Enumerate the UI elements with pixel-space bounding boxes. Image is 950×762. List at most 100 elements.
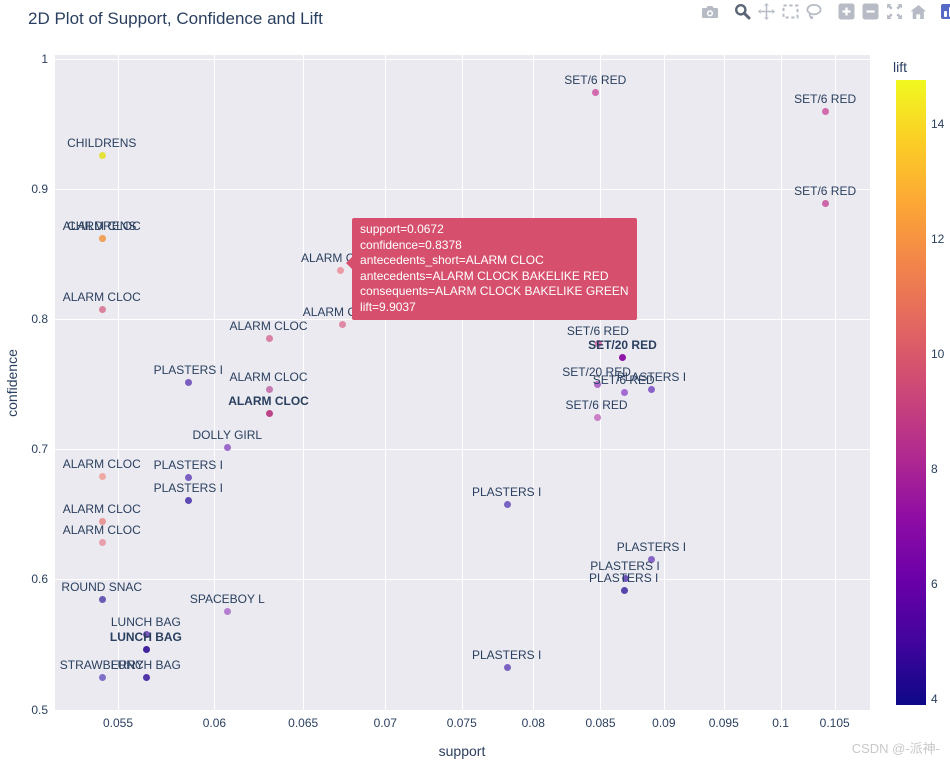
data-point[interactable]	[224, 443, 232, 451]
data-point[interactable]	[592, 88, 600, 96]
data-point[interactable]	[185, 378, 193, 386]
gridline-x	[118, 55, 120, 710]
data-point[interactable]	[185, 473, 193, 481]
tooltip-line: antecedents=ALARM CLOCK BAKELIKE RED	[360, 268, 609, 283]
data-point[interactable]	[503, 663, 511, 671]
magnifier-icon	[734, 4, 750, 20]
point-label: ALARM CLOC	[229, 318, 308, 333]
point-label: SET/6 RED	[794, 91, 857, 106]
point-label: PLASTERS I	[589, 570, 659, 585]
data-point[interactable]	[593, 413, 601, 421]
point-label: SET/6 RED	[566, 324, 629, 338]
gridline-x	[385, 55, 387, 710]
y-tick-label: 0.9	[31, 182, 48, 197]
data-point[interactable]	[98, 595, 106, 603]
data-point[interactable]	[98, 538, 106, 546]
colorbar-tick-label: 8	[931, 461, 938, 476]
point-label: ALARM CLOC	[62, 218, 141, 233]
tooltip-line: confidence=0.8378	[360, 237, 462, 252]
point-label: SET/6 RED	[794, 183, 857, 198]
data-point[interactable]	[98, 673, 106, 681]
y-tick-label: 0.8	[31, 312, 48, 327]
point-label: PLASTERS I	[153, 362, 223, 377]
box-select-button[interactable]	[781, 3, 799, 20]
zoom-in-button[interactable]	[837, 3, 855, 20]
page-title: 2D Plot of Support, Confidence and Lift	[28, 9, 323, 28]
hover-tooltip: support=0.0672 confidence=0.8378 anteceden…	[346, 217, 637, 320]
modebar	[701, 3, 933, 20]
x-axis-title: support	[438, 743, 486, 759]
autoscale-button[interactable]	[885, 3, 903, 20]
data-point[interactable]	[822, 107, 830, 115]
colorbar-tick-label: 12	[931, 231, 945, 246]
data-point[interactable]	[98, 234, 106, 242]
data-point[interactable]	[98, 151, 106, 159]
point-label: CHILDRENS	[67, 135, 137, 150]
data-point[interactable]	[142, 630, 150, 638]
point-label: ALARM CLOC	[62, 522, 141, 537]
data-point[interactable]	[224, 607, 232, 615]
gridline-x	[723, 55, 725, 710]
point-label: SET/20 RED	[562, 364, 631, 379]
tooltip-line: antecedents_short=ALARM CLOC	[360, 253, 544, 268]
data-point[interactable]	[142, 645, 150, 653]
lasso-select-button[interactable]	[805, 3, 823, 20]
point-label: CHILDRENS	[67, 218, 137, 233]
data-point[interactable]	[620, 388, 628, 396]
data-point[interactable]	[98, 517, 106, 525]
data-point[interactable]	[619, 353, 627, 361]
home-icon	[910, 4, 926, 19]
tooltip-arrow-icon	[346, 256, 353, 269]
gridline-x	[780, 55, 782, 710]
data-point[interactable]	[620, 586, 628, 594]
gridline-x	[303, 55, 305, 710]
data-point[interactable]	[265, 334, 273, 342]
gridline-x	[663, 55, 665, 710]
colorbar	[896, 80, 926, 705]
pan-button[interactable]	[757, 3, 775, 20]
gridline-x	[461, 55, 463, 710]
point-label: DOLLY GIRL	[192, 427, 263, 442]
point-label: PLASTERS I	[471, 647, 542, 662]
data-point[interactable]	[621, 574, 629, 582]
y-tick-label: 1	[41, 51, 48, 66]
point-label: PLASTERS I	[590, 558, 660, 573]
data-point[interactable]	[98, 306, 106, 314]
y-tick-label: 0.7	[31, 442, 48, 457]
data-point[interactable]	[648, 555, 656, 563]
colorbar-tick-label: 14	[931, 116, 945, 131]
plot-area[interactable]: CHILDRENS ALARM CLOC CHILDRENS ALARM CLOC AL…	[55, 55, 870, 710]
gridline-y	[55, 189, 870, 191]
watermark: CSDN @-派神-	[851, 741, 940, 756]
plotly-logo-icon[interactable]	[941, 4, 950, 19]
data-point[interactable]	[337, 266, 345, 274]
lasso-icon	[806, 4, 822, 20]
gridline-y	[55, 319, 870, 321]
x-tick-label: 0.085	[585, 716, 616, 730]
data-point[interactable]	[185, 496, 193, 504]
download-camera-button[interactable]	[701, 3, 719, 20]
reset-axes-button[interactable]	[909, 3, 927, 20]
data-point[interactable]	[98, 472, 106, 480]
data-point[interactable]	[338, 321, 346, 328]
data-point[interactable]	[822, 199, 830, 207]
data-point[interactable]	[142, 673, 150, 681]
zoom-out-button[interactable]	[861, 3, 879, 20]
colorbar-tick-label: 4	[931, 691, 938, 706]
gridline-x	[214, 55, 216, 710]
data-point[interactable]	[265, 385, 273, 393]
point-label: SET/6 RED	[564, 72, 627, 87]
colorbar-tick-label: 10	[931, 346, 945, 361]
point-label: ROUND SNAC	[61, 579, 143, 594]
x-tick-label: 0.1	[772, 716, 789, 730]
data-point[interactable]	[593, 380, 601, 388]
data-point[interactable]	[503, 500, 511, 508]
point-label: SET/6 RED	[565, 397, 628, 412]
zoom-button[interactable]	[733, 3, 751, 20]
point-label: LUNCH BAG	[110, 614, 181, 629]
x-tick-label: 0.06	[202, 716, 227, 730]
data-point[interactable]	[594, 340, 602, 347]
point-label: SET/6 RED	[592, 372, 655, 387]
data-point[interactable]	[265, 409, 273, 417]
data-point[interactable]	[648, 385, 656, 393]
